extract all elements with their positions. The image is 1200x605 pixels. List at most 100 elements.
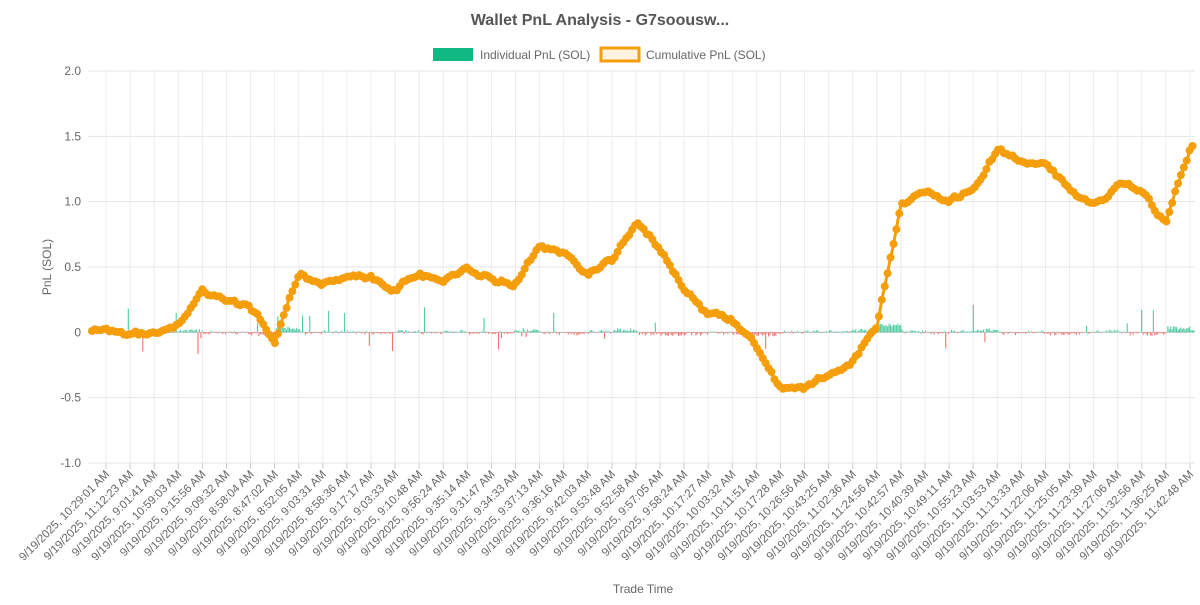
- individual-pnl-bar: [990, 330, 992, 333]
- individual-pnl-bar: [1036, 331, 1038, 333]
- individual-pnl-bar: [171, 331, 173, 333]
- chart-title: Wallet PnL Analysis - G7soousw...: [471, 12, 729, 29]
- individual-pnl-bar: [627, 330, 629, 333]
- individual-pnl-bar: [814, 331, 816, 333]
- individual-pnl-bar: [496, 332, 498, 333]
- individual-pnl-bar: [521, 332, 523, 337]
- individual-pnl-bar: [788, 331, 790, 333]
- individual-pnl-bar: [945, 332, 947, 349]
- individual-pnl-bar: [985, 328, 987, 333]
- individual-pnl-bar: [615, 330, 617, 333]
- individual-pnl-bar: [213, 331, 215, 333]
- individual-pnl-bar: [248, 332, 250, 335]
- individual-pnl-bar: [680, 332, 683, 336]
- individual-pnl-bar: [561, 332, 563, 333]
- individual-pnl-bar: [1035, 332, 1037, 334]
- cumulative-pnl-point: [273, 330, 282, 338]
- individual-pnl-bar: [634, 330, 636, 333]
- individual-pnl-bar: [940, 332, 942, 333]
- individual-pnl-bar: [261, 332, 263, 335]
- individual-pnl-bar: [574, 332, 577, 334]
- individual-pnl-bar: [441, 332, 443, 334]
- individual-pnl-bar: [647, 332, 649, 333]
- individual-pnl-bar: [582, 332, 584, 334]
- individual-pnl-bar: [500, 332, 502, 339]
- individual-pnl-bar: [772, 332, 774, 337]
- individual-pnl-bar: [766, 332, 768, 334]
- cumulative-pnl-point: [285, 293, 294, 302]
- individual-pnl-bar: [794, 331, 796, 333]
- individual-pnl-bar: [448, 331, 450, 333]
- cumulative-pnl-point: [1176, 171, 1185, 179]
- individual-pnl-bar: [1193, 330, 1195, 333]
- individual-pnl-bar: [332, 332, 334, 334]
- individual-pnl-bar: [831, 331, 834, 333]
- individual-pnl-bar: [682, 332, 684, 334]
- individual-pnl-bar: [360, 332, 362, 333]
- individual-pnl-bar: [705, 332, 707, 334]
- individual-pnl-bar: [1086, 325, 1088, 333]
- individual-pnl-bar: [712, 331, 714, 333]
- individual-pnl-bar: [1016, 332, 1018, 334]
- individual-pnl-bar: [1191, 330, 1194, 333]
- individual-pnl-bar: [357, 331, 359, 333]
- individual-pnl-bar: [930, 332, 932, 334]
- individual-pnl-bar: [438, 331, 440, 333]
- individual-pnl-bar: [466, 331, 468, 333]
- individual-pnl-bar: [728, 331, 730, 333]
- individual-pnl-bar: [1184, 329, 1186, 333]
- individual-pnl-bar: [317, 332, 320, 334]
- individual-pnl-bar: [1077, 331, 1079, 333]
- individual-pnl-bar: [980, 330, 982, 333]
- individual-pnl-bar: [242, 331, 244, 333]
- individual-pnl-bar: [1146, 332, 1149, 336]
- individual-pnl-bar: [567, 332, 569, 335]
- individual-pnl-bar: [297, 329, 299, 333]
- individual-pnl-bar: [416, 331, 418, 333]
- individual-pnl-bar: [917, 331, 919, 333]
- individual-pnl-bar: [717, 332, 719, 334]
- individual-pnl-bar: [1187, 327, 1189, 333]
- individual-pnl-bar: [946, 332, 948, 333]
- legend-item-individual[interactable]: Individual PnL (SOL): [433, 48, 590, 62]
- individual-pnl-bar: [439, 332, 442, 334]
- individual-pnl-bar: [932, 331, 934, 333]
- individual-pnl-bar: [245, 332, 247, 333]
- individual-pnl-bar: [1090, 331, 1092, 333]
- individual-pnl-bar: [254, 332, 256, 334]
- individual-pnl-bar: [1160, 332, 1162, 334]
- individual-pnl-bar: [595, 332, 597, 333]
- individual-pnl-bar: [486, 331, 488, 333]
- individual-pnl-bar: [542, 332, 545, 334]
- individual-pnl-bar: [197, 332, 199, 354]
- x-axis-title: Trade Time: [613, 582, 674, 596]
- individual-pnl-bar: [1068, 332, 1070, 335]
- individual-pnl-bar: [826, 331, 828, 333]
- individual-pnl-bar: [998, 331, 1000, 333]
- y-tick-label: -1.0: [60, 456, 81, 470]
- individual-pnl-bar: [775, 332, 777, 336]
- individual-pnl-bar: [601, 330, 603, 333]
- individual-pnl-bar: [1056, 331, 1059, 333]
- legend-swatch-individual: [433, 48, 473, 61]
- individual-pnl-bar: [194, 329, 196, 333]
- individual-pnl-bar: [1038, 331, 1040, 333]
- individual-pnl-bar: [387, 332, 389, 333]
- individual-pnl-bar: [201, 330, 203, 333]
- individual-pnl-bar: [1029, 332, 1031, 334]
- individual-pnl-bar: [1126, 323, 1128, 333]
- legend-item-cumulative[interactable]: Cumulative PnL (SOL): [599, 46, 766, 63]
- individual-pnl-bar: [341, 330, 343, 333]
- individual-pnl-bar: [487, 332, 489, 334]
- individual-pnl-bar: [1003, 332, 1005, 335]
- individual-pnl-bar: [972, 304, 974, 333]
- individual-pnl-bar: [200, 332, 202, 339]
- y-tick-label: 1.0: [64, 195, 81, 209]
- individual-pnl-bar: [779, 332, 781, 335]
- individual-pnl-bar: [206, 332, 208, 334]
- individual-pnl-bar: [897, 323, 899, 333]
- individual-pnl-bar: [1141, 309, 1143, 333]
- individual-pnl-bar: [850, 331, 852, 333]
- individual-pnl-bar: [695, 332, 697, 336]
- individual-pnl-bar: [193, 331, 195, 333]
